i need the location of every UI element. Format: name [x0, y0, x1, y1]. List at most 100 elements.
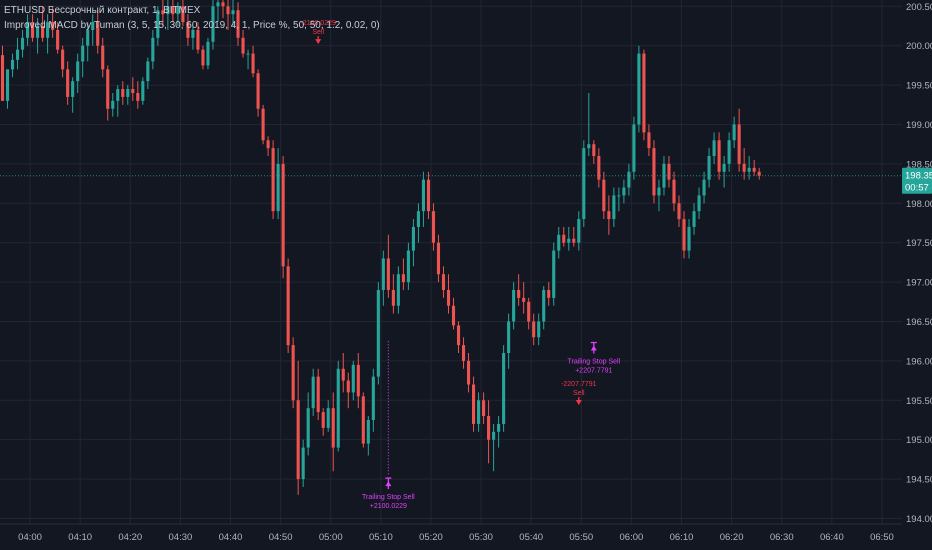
candle[interactable] — [116, 85, 120, 117]
candle[interactable] — [552, 242, 556, 306]
candle[interactable] — [451, 297, 456, 330]
candle[interactable] — [341, 353, 345, 393]
candle[interactable] — [51, 6, 55, 38]
candle[interactable] — [76, 53, 80, 93]
candle[interactable] — [466, 353, 471, 393]
candle[interactable] — [712, 132, 716, 164]
candle[interactable] — [31, 14, 35, 42]
candle[interactable] — [226, 0, 230, 30]
candle[interactable] — [697, 187, 701, 220]
price-axis[interactable]: 200.50 200.00 199.50 199.00 198.50 198.00 197.… — [902, 0, 932, 550]
candle[interactable] — [612, 187, 616, 227]
candle[interactable] — [537, 313, 541, 346]
candle[interactable] — [101, 37, 105, 78]
candle[interactable] — [0, 45, 5, 101]
candle[interactable] — [567, 226, 571, 251]
candle[interactable] — [121, 81, 125, 105]
candle[interactable] — [682, 211, 686, 259]
candle[interactable] — [151, 29, 155, 70]
candle[interactable] — [512, 282, 516, 330]
candle[interactable] — [106, 65, 110, 121]
candle[interactable] — [482, 392, 486, 424]
candle[interactable] — [316, 368, 320, 420]
candle[interactable] — [366, 416, 370, 456]
candle[interactable] — [176, 2, 180, 27]
candle[interactable] — [441, 266, 446, 298]
candle[interactable] — [527, 297, 531, 330]
candle[interactable] — [757, 167, 761, 180]
candle[interactable] — [91, 14, 95, 46]
candle[interactable] — [311, 368, 315, 417]
candle[interactable] — [296, 360, 300, 495]
candle[interactable] — [236, 2, 240, 46]
candle[interactable] — [742, 148, 746, 180]
candle[interactable] — [652, 140, 656, 204]
candle[interactable] — [587, 92, 591, 157]
candle[interactable] — [747, 156, 751, 180]
candle[interactable] — [572, 226, 576, 247]
candle[interactable] — [81, 37, 85, 78]
candle[interactable] — [592, 140, 596, 164]
candle[interactable] — [436, 234, 441, 283]
candle[interactable] — [166, 0, 170, 30]
candle[interactable] — [431, 203, 436, 251]
candle[interactable] — [15, 37, 20, 70]
candle[interactable] — [256, 69, 260, 117]
candle[interactable] — [126, 85, 130, 105]
candle[interactable] — [326, 400, 330, 432]
candle[interactable] — [346, 372, 350, 409]
sell-signal[interactable]: -2207.7791 Sell — [561, 381, 597, 406]
candle[interactable] — [532, 313, 536, 346]
candle[interactable] — [396, 266, 400, 314]
candle[interactable] — [246, 49, 250, 70]
candle[interactable] — [306, 392, 310, 456]
candle[interactable] — [542, 286, 546, 330]
candle[interactable] — [141, 77, 145, 105]
candle[interactable] — [557, 226, 561, 259]
candle[interactable] — [206, 37, 210, 70]
candle[interactable] — [241, 29, 245, 58]
indicator-title[interactable]: Improved MACD by Tuman (3, 5, 15, 30, 60… — [4, 20, 380, 31]
candle[interactable] — [461, 337, 466, 369]
candle[interactable] — [627, 163, 631, 196]
candle[interactable] — [86, 22, 90, 62]
candle[interactable] — [752, 159, 756, 176]
candle[interactable] — [737, 108, 741, 172]
time-axis[interactable]: 04:00 04:10 04:20 04:30 04:40 04:50 05:00 05:10… — [0, 523, 932, 550]
candle[interactable] — [61, 45, 65, 78]
candle[interactable] — [10, 53, 15, 78]
candle[interactable] — [632, 116, 636, 180]
candle[interactable] — [211, 0, 215, 50]
candle[interactable] — [71, 77, 75, 113]
candle[interactable] — [286, 258, 290, 354]
candle[interactable] — [5, 69, 10, 109]
candle[interactable] — [446, 274, 451, 314]
candle[interactable] — [406, 242, 410, 290]
candle[interactable] — [361, 392, 365, 448]
candle[interactable] — [411, 219, 415, 267]
candle[interactable] — [562, 226, 566, 247]
candle[interactable] — [637, 45, 641, 133]
candle[interactable] — [717, 132, 721, 180]
candle[interactable] — [421, 171, 425, 227]
candle[interactable] — [657, 179, 661, 212]
candle[interactable] — [66, 61, 70, 105]
candle[interactable] — [577, 211, 581, 251]
candle[interactable] — [251, 45, 255, 78]
candle[interactable] — [692, 203, 696, 235]
candle[interactable] — [376, 282, 380, 385]
candle[interactable] — [46, 14, 50, 54]
candle[interactable] — [196, 22, 200, 54]
candle[interactable] — [471, 376, 476, 432]
candle[interactable] — [351, 360, 355, 401]
trailing-stop-signal[interactable]: Trailing Stop Sell +2207.7791 — [567, 341, 621, 375]
candle[interactable] — [456, 321, 461, 354]
candle[interactable] — [20, 29, 25, 58]
sell-signal[interactable]: -2100.0229 Sell — [300, 20, 336, 45]
candle[interactable] — [672, 171, 676, 212]
candle[interactable] — [161, 0, 165, 27]
candle[interactable] — [26, 14, 30, 46]
